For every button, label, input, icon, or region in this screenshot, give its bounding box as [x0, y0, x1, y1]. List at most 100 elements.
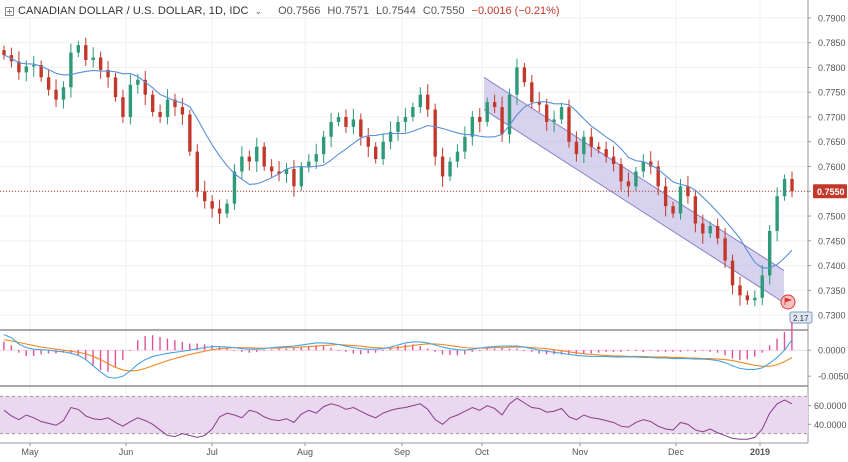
candle: [121, 97, 125, 117]
histogram-bar: [151, 335, 154, 351]
price-tick-label: 0.7650: [818, 137, 846, 147]
candle: [604, 149, 608, 157]
candle: [180, 107, 185, 115]
add-symbol-icon[interactable]: [5, 6, 14, 16]
histogram-bar: [791, 321, 793, 351]
candle: [738, 285, 742, 296]
histogram-bar: [456, 350, 459, 356]
histogram-bar: [181, 341, 184, 351]
candle: [366, 136, 370, 147]
histogram-bar: [84, 350, 87, 360]
candle: [537, 102, 541, 105]
histogram-bar: [248, 350, 250, 353]
histogram-bar: [486, 348, 488, 351]
indicator-badge-label: 2.17: [793, 314, 809, 323]
time-tick-label: Oct: [475, 447, 490, 457]
candle: [98, 57, 103, 70]
candle: [530, 82, 534, 103]
candle: [217, 208, 222, 214]
candle: [69, 52, 73, 88]
histogram-bar: [657, 350, 659, 352]
rsi-band: [0, 396, 808, 434]
histogram-bar: [412, 344, 414, 351]
histogram-bar: [255, 350, 258, 352]
histogram-bar: [478, 350, 481, 352]
histogram-bar: [597, 350, 600, 353]
price-tick-label: 0.7600: [818, 162, 846, 172]
candle: [782, 178, 787, 197]
histogram-bar: [278, 348, 280, 351]
histogram-bar: [426, 348, 429, 351]
candle: [626, 181, 631, 187]
candle: [388, 131, 393, 142]
candle: [745, 295, 750, 301]
chevron-down-icon[interactable]: ⌄: [254, 5, 263, 16]
candle: [574, 141, 579, 155]
histogram-bar: [382, 350, 384, 352]
price-tick-label: 0.7300: [818, 311, 846, 321]
price-tick-label: 0.7450: [818, 236, 846, 246]
histogram-bar: [211, 345, 213, 351]
candle: [708, 225, 712, 234]
candle: [46, 77, 51, 90]
histogram-bar: [307, 346, 310, 351]
histogram-bar: [70, 350, 72, 354]
candle: [381, 141, 385, 160]
candle: [150, 94, 155, 113]
histogram-bar: [374, 350, 377, 353]
time-tick-label: Sep: [394, 447, 410, 457]
candle: [299, 166, 304, 187]
moving-average-line: [3, 54, 793, 269]
histogram-bar: [337, 350, 340, 352]
histogram-bar: [233, 350, 236, 352]
candle: [478, 116, 482, 122]
histogram-bar: [635, 350, 637, 352]
macd-histogram: [3, 321, 793, 372]
candle: [426, 94, 430, 110]
candle: [418, 94, 423, 108]
symbol-title[interactable]: CANADIAN DOLLAR / U.S. DOLLAR, 1D, IDC: [18, 5, 249, 17]
candle: [61, 87, 66, 100]
last-price-label: 0.7550: [817, 187, 845, 197]
candle: [544, 104, 549, 122]
histogram-bar: [501, 347, 503, 351]
flag-icon: [784, 297, 793, 305]
histogram-bar: [270, 349, 273, 351]
candle: [433, 109, 437, 157]
histogram-bar: [3, 341, 5, 351]
price-tick-label: 0.7800: [818, 63, 846, 73]
candle: [589, 136, 593, 147]
histogram-bar: [642, 350, 644, 352]
candle: [128, 84, 133, 117]
candle: [240, 156, 244, 172]
time-tick-label: 2019: [750, 447, 770, 457]
histogram-bar: [538, 350, 540, 354]
candle: [373, 146, 378, 160]
candle: [567, 107, 571, 142]
histogram-bar: [263, 350, 265, 352]
candle: [17, 61, 21, 73]
candle: [277, 171, 281, 174]
rsi-tick-label: 40.0000: [814, 420, 847, 430]
candle: [269, 166, 274, 172]
histogram-bar: [122, 350, 124, 361]
histogram-bar: [174, 340, 176, 351]
candle: [649, 161, 653, 167]
histogram-bar: [516, 348, 518, 351]
histogram-bar: [99, 350, 102, 371]
chart-header: CANADIAN DOLLAR / U.S. DOLLAR, 1D, IDC ⌄…: [0, 0, 564, 22]
last-price-badge: [813, 184, 847, 199]
open-value: O0.7566: [278, 5, 321, 17]
histogram-bar: [531, 350, 533, 352]
candle: [158, 112, 162, 117]
price-tick-label: 0.7400: [818, 261, 846, 271]
close-value: C0.7550: [422, 5, 465, 17]
candle: [522, 67, 527, 83]
histogram-bar: [560, 350, 563, 355]
candle: [678, 186, 683, 214]
candle: [307, 161, 311, 167]
candle: [641, 161, 646, 172]
histogram-bar: [716, 350, 719, 353]
histogram-bar: [189, 343, 191, 351]
histogram-bar: [322, 346, 325, 351]
